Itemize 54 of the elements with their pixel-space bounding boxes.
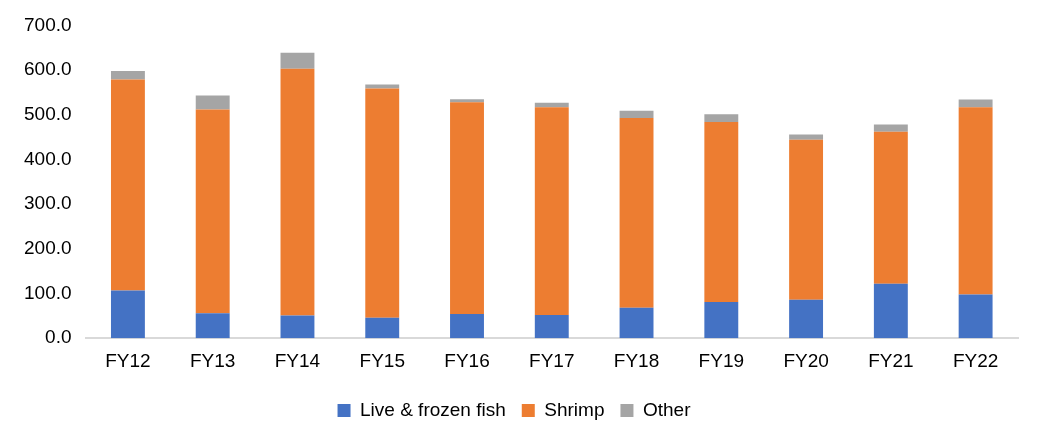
y-tick-label: 0.0 — [45, 326, 72, 348]
y-tick-label: 200.0 — [24, 237, 72, 259]
bar — [704, 302, 739, 339]
bar — [110, 290, 145, 339]
x-tick-label: FY15 — [359, 349, 405, 371]
bar — [110, 70, 145, 80]
bar — [704, 121, 739, 303]
bar — [873, 124, 908, 132]
bar — [450, 314, 484, 339]
x-tick-label: FY14 — [274, 349, 321, 371]
x-tick-label: FY16 — [444, 349, 490, 371]
legend-label: Shrimp — [544, 398, 605, 420]
x-tick-label: FY12 — [105, 349, 151, 371]
x-tick-label: FY17 — [529, 349, 575, 371]
bar — [534, 314, 569, 339]
bar — [958, 294, 993, 339]
bar — [958, 107, 993, 295]
bar — [195, 95, 230, 110]
bar — [958, 99, 993, 108]
bar — [789, 139, 824, 300]
bar — [195, 313, 230, 339]
bar — [280, 315, 315, 339]
x-tick-label: FY18 — [613, 349, 660, 371]
bar — [365, 317, 400, 339]
legend-label: Other — [642, 398, 692, 420]
y-tick-label: 700.0 — [24, 13, 72, 35]
y-tick-label: 400.0 — [24, 147, 72, 169]
bar — [873, 131, 908, 284]
legend-label: Live & frozen fish — [360, 398, 506, 420]
bar — [704, 114, 739, 122]
bar — [789, 299, 824, 339]
bar — [110, 79, 145, 291]
bar — [450, 102, 484, 315]
y-tick-label: 100.0 — [24, 281, 72, 303]
bar — [619, 110, 654, 118]
bar — [619, 307, 654, 339]
bar — [450, 99, 484, 103]
x-tick-label: FY21 — [868, 349, 914, 371]
y-tick-label: 300.0 — [24, 192, 72, 214]
y-tick-label: 600.0 — [24, 58, 72, 80]
bar — [365, 88, 400, 318]
bar — [195, 109, 230, 314]
bar — [280, 52, 315, 69]
y-tick-label: 500.0 — [24, 103, 72, 125]
x-tick-label: FY22 — [952, 349, 999, 371]
bar — [280, 68, 315, 316]
bar — [365, 84, 400, 89]
bar — [534, 107, 569, 315]
x-tick-label: FY13 — [189, 349, 236, 371]
bar — [619, 117, 654, 308]
bar — [873, 283, 908, 339]
x-tick-label: FY20 — [783, 349, 829, 371]
bar — [789, 134, 824, 140]
x-tick-label: FY19 — [698, 349, 745, 371]
